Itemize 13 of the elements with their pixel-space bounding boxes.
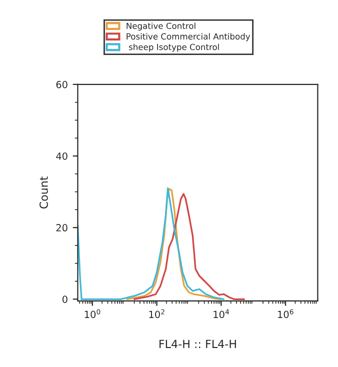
y-tick-label: 40 [56, 152, 68, 160]
x-axis-title: FL4-H :: FL4-H [160, 340, 236, 348]
x-tick-label: 10$^{6}$ [278, 309, 294, 318]
x-tick-label: 10$^{2}$ [149, 309, 164, 318]
y-tick-label: 0 [62, 296, 68, 303]
legend-label: Positive Commercial Antibody [126, 33, 250, 42]
x-tick-label: 10$^{4}$ [214, 309, 230, 318]
legend-label: sheep Isotype Control [129, 44, 219, 52]
y-tick-label: 60 [56, 80, 68, 88]
y-tick-label: 20 [56, 224, 68, 232]
y-axis-title: Count [40, 176, 48, 209]
legend-label: Negative Control [126, 22, 196, 31]
x-tick-label: 10$^{0}$ [84, 309, 100, 318]
